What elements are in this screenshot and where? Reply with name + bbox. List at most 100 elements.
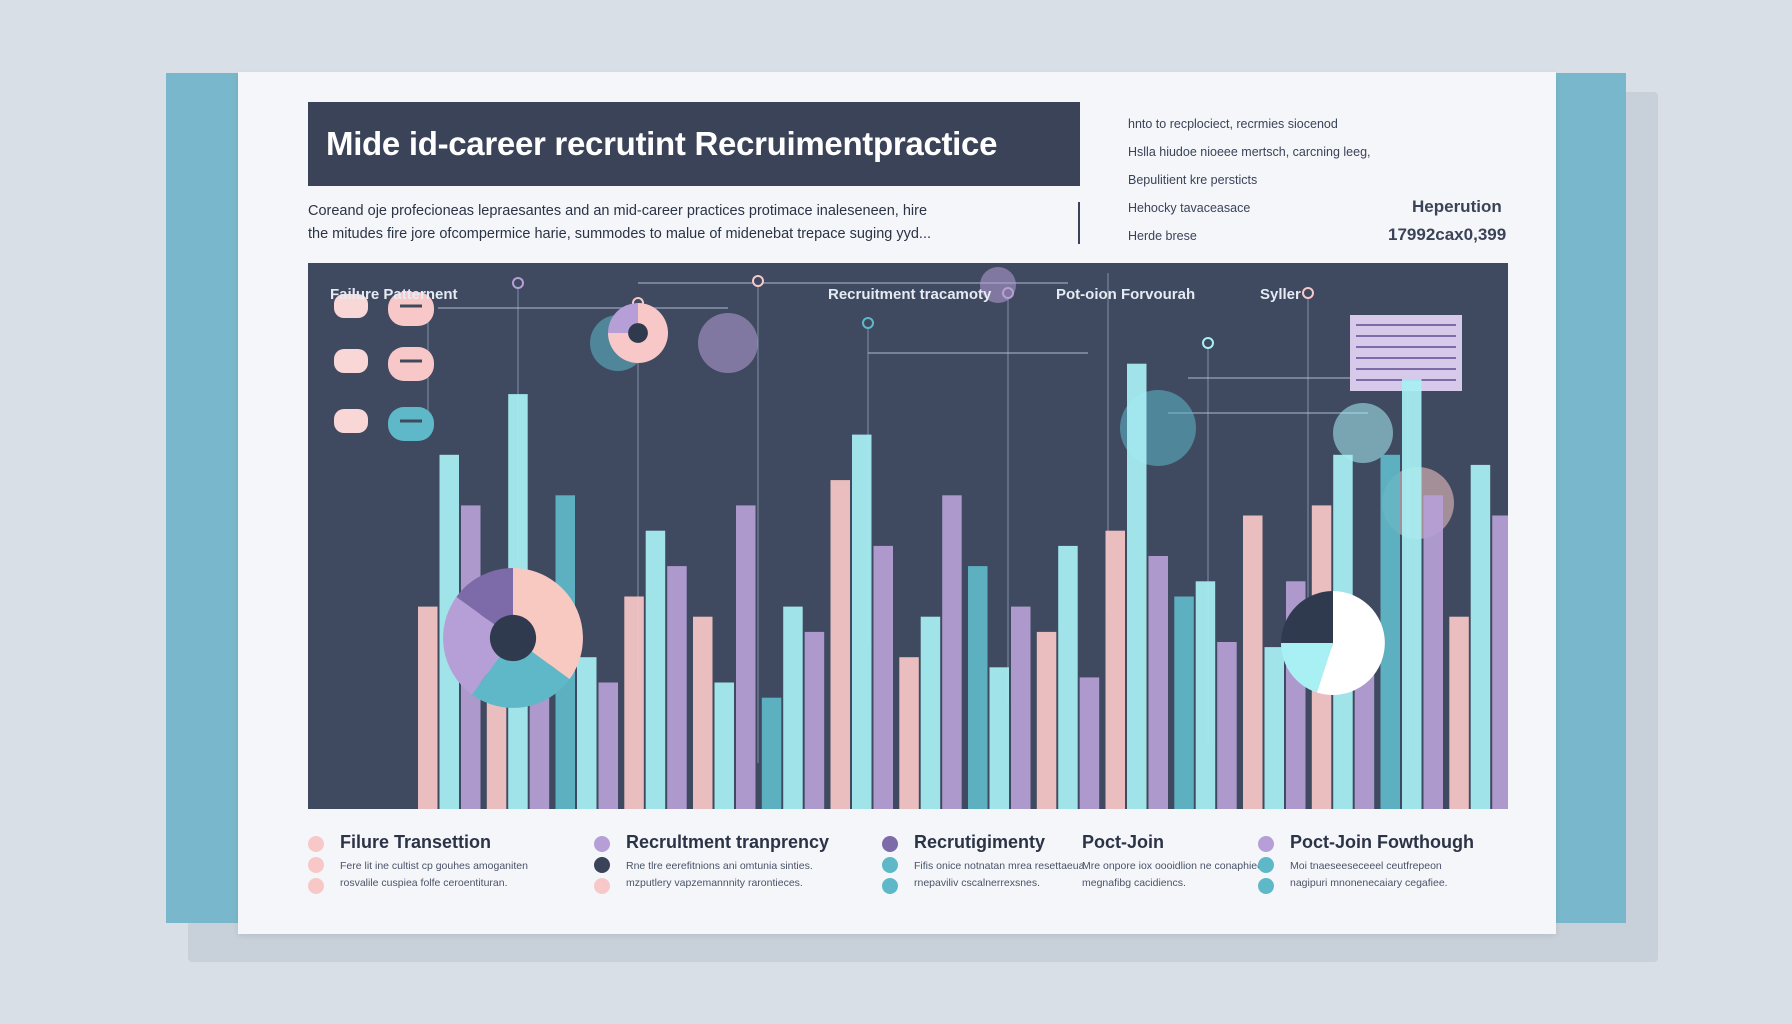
chart-pies xyxy=(443,303,1385,708)
legend-dot xyxy=(1258,857,1274,873)
bar xyxy=(920,616,941,809)
bar xyxy=(577,657,597,809)
chat-icon xyxy=(388,407,434,441)
legend-title: Poct-Join Fowthough xyxy=(1290,832,1474,852)
legend-desc: mzputlery vapzemannnity rarontieces. xyxy=(626,877,803,889)
pie-slice xyxy=(1281,591,1333,643)
chat-icon xyxy=(388,347,434,381)
bar xyxy=(1195,581,1216,809)
legend-dot xyxy=(882,836,898,852)
legend-desc: nagipuri mnonenecaiary cegafiee. xyxy=(1290,877,1448,889)
connector-node xyxy=(752,275,764,287)
bar xyxy=(1127,363,1147,809)
bar xyxy=(1470,464,1491,809)
left-accent-tab xyxy=(166,73,240,923)
right-accent-tab xyxy=(1552,73,1626,923)
bar xyxy=(1217,642,1237,809)
bar xyxy=(1264,647,1284,809)
bar xyxy=(942,495,962,809)
decor-circle xyxy=(980,267,1016,303)
bar xyxy=(1380,454,1400,809)
pie-slice xyxy=(1316,591,1385,695)
side-note: Hslla hiudoe nioeee mertsch, carcning le… xyxy=(1128,145,1371,159)
bar xyxy=(852,434,872,809)
side-note: hnto to recplociect, recrmies siocenod xyxy=(1128,117,1338,131)
legend-desc: Rne tlre eerefitnions ani omtunia sintie… xyxy=(626,860,813,872)
mini-legend-box xyxy=(1350,315,1462,391)
bar xyxy=(598,682,618,809)
bar xyxy=(899,657,919,809)
decor-circle xyxy=(698,313,758,373)
chart-svg: Failure Patternent Recruitment tracamoty P… xyxy=(330,267,1508,809)
side-note: Herde brese xyxy=(1128,229,1197,243)
pie-slice xyxy=(471,638,570,708)
bar xyxy=(1011,606,1031,809)
pie-slice xyxy=(1281,643,1333,693)
bar xyxy=(830,480,850,809)
subtitle-line-2: the mitudes fire jore ofcompermice harie… xyxy=(308,226,931,242)
bar xyxy=(968,566,988,809)
connector-node xyxy=(512,277,524,289)
stat-label: Heperution xyxy=(1412,197,1502,216)
side-note: Hehocky tavaceasace xyxy=(1128,201,1251,215)
legend-dot xyxy=(882,857,898,873)
subtitle: Coreand oje profecioneas lepraesantes an… xyxy=(308,200,1028,246)
pie-hole xyxy=(489,614,537,662)
legend-title: Recrutigimenty xyxy=(914,832,1046,852)
legend-title: Poct-Join xyxy=(1082,832,1165,852)
legend-item: Recrultment tranprency Rne tlre eerefitn… xyxy=(594,830,844,900)
chart-panel: Failure Patternent Recruitment tracamoty P… xyxy=(308,263,1508,809)
bar xyxy=(1423,495,1443,809)
chart-bars xyxy=(418,363,1508,809)
bar xyxy=(1036,631,1057,809)
bar xyxy=(989,667,1009,809)
section-label: Recruitment tracamoty xyxy=(828,286,992,303)
bar xyxy=(1402,378,1422,809)
legend-dot xyxy=(594,857,610,873)
person-icon xyxy=(334,349,368,373)
pie-slice xyxy=(608,303,638,333)
title-bar: Mide id-career recrutint Recruimentpract… xyxy=(308,102,1080,186)
bar xyxy=(1079,677,1100,809)
mini-legend-box xyxy=(1350,315,1462,391)
legend-desc: rnepaviliv cscalnerrexsnes. xyxy=(914,877,1041,889)
page-title: Mide id-career recrutint Recruimentpract… xyxy=(326,125,998,162)
legend-dot xyxy=(1258,878,1274,894)
bar xyxy=(1105,530,1125,809)
legend-dot xyxy=(594,836,610,852)
bar xyxy=(1174,596,1194,809)
legend-title: Filure Transettion xyxy=(340,832,492,852)
bar xyxy=(624,596,644,809)
bar xyxy=(667,566,687,809)
legend-desc: Fifis onice notnatan mrea resettaeua xyxy=(914,860,1085,872)
section-label: Syller xyxy=(1260,286,1301,303)
side-notes: hnto to recplociect, recrmies siocenod H… xyxy=(1128,114,1371,254)
connector-node xyxy=(1202,337,1214,349)
bar xyxy=(873,545,893,809)
legend-item: Filure Transettion Fere lit ine cultist … xyxy=(308,830,548,900)
bar xyxy=(645,530,666,809)
person-icon xyxy=(334,294,368,318)
connector-node xyxy=(1302,287,1314,299)
legend-desc: Fere lit ine cultist cp gouhes amoganite… xyxy=(340,860,528,872)
side-note: Bepulitient kre persticts xyxy=(1128,173,1258,187)
chart-section-labels: Failure Patternent Recruitment tracamoty P… xyxy=(330,286,1301,303)
bar xyxy=(1243,515,1263,809)
stat-value: 17992cax0,399 xyxy=(1388,225,1507,244)
bar xyxy=(714,682,734,809)
bar xyxy=(418,606,438,809)
legend-dot xyxy=(594,878,610,894)
section-label: Pot-oion Forvourah xyxy=(1056,286,1195,303)
legend-dot xyxy=(308,836,324,852)
bar xyxy=(804,631,825,809)
pie-hole xyxy=(628,323,648,343)
vertical-divider xyxy=(1078,202,1080,244)
pie-slice xyxy=(513,568,583,680)
bar xyxy=(693,616,713,809)
bar xyxy=(783,606,803,809)
legend-desc: Moi tnaeseeseceeel ceutfrepeon xyxy=(1290,860,1442,872)
subtitle-line-1: Coreand oje profecioneas lepraesantes an… xyxy=(308,203,928,219)
legend-dot xyxy=(308,878,324,894)
pie-slice xyxy=(443,596,513,695)
legend-dot xyxy=(1258,836,1274,852)
